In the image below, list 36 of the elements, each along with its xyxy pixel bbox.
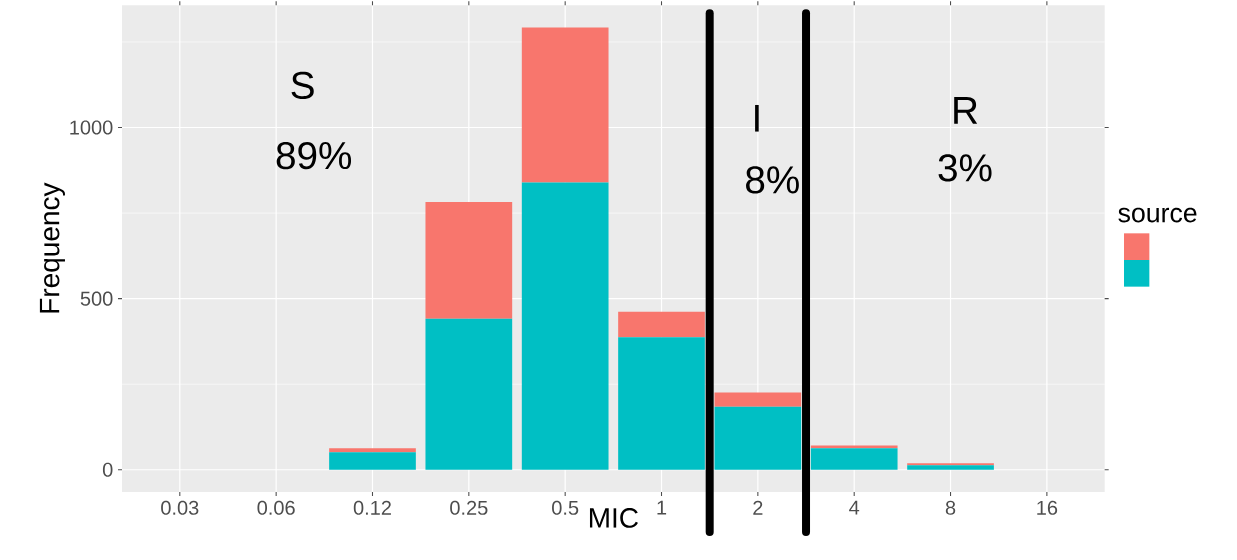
x-tick-label: 0.25	[450, 500, 488, 515]
y-tick-label: 0	[102, 462, 113, 477]
x-tick-label: 0.12	[353, 500, 391, 515]
bar	[521, 27, 609, 183]
bar	[907, 465, 994, 470]
bar	[425, 318, 513, 470]
annotation: 8%	[746, 166, 799, 194]
x-tick-label: 1	[657, 500, 667, 515]
x-tick-label: 2	[753, 500, 763, 515]
bar	[714, 392, 802, 407]
x-tick-label: 16	[1037, 500, 1058, 515]
bar	[521, 182, 609, 470]
y-tick-label: 1000	[70, 120, 113, 135]
annotation: R	[954, 97, 978, 124]
bar	[618, 311, 705, 338]
annotation: 89%	[276, 141, 352, 170]
bar	[810, 448, 898, 470]
y-axis-title: Frequency	[39, 182, 65, 313]
x-tick-label: 8	[945, 500, 956, 515]
bar	[618, 337, 705, 470]
x-tick-label: 4	[849, 500, 860, 515]
x-tick-label: 0.03	[161, 500, 199, 515]
bar	[425, 202, 513, 319]
bar	[714, 406, 802, 470]
bar	[329, 452, 416, 470]
annotation: 3%	[938, 154, 992, 182]
bar	[329, 448, 416, 453]
y-tick-label: 500	[80, 291, 113, 306]
annotation: I	[755, 104, 759, 132]
x-axis-title: MIC	[589, 508, 638, 528]
annotation: S	[291, 71, 314, 100]
bar	[810, 445, 898, 449]
bar	[907, 463, 994, 466]
x-tick-label: 0.5	[552, 500, 579, 515]
x-tick-label: 0.06	[257, 500, 295, 515]
legend-title: source	[1118, 207, 1197, 223]
